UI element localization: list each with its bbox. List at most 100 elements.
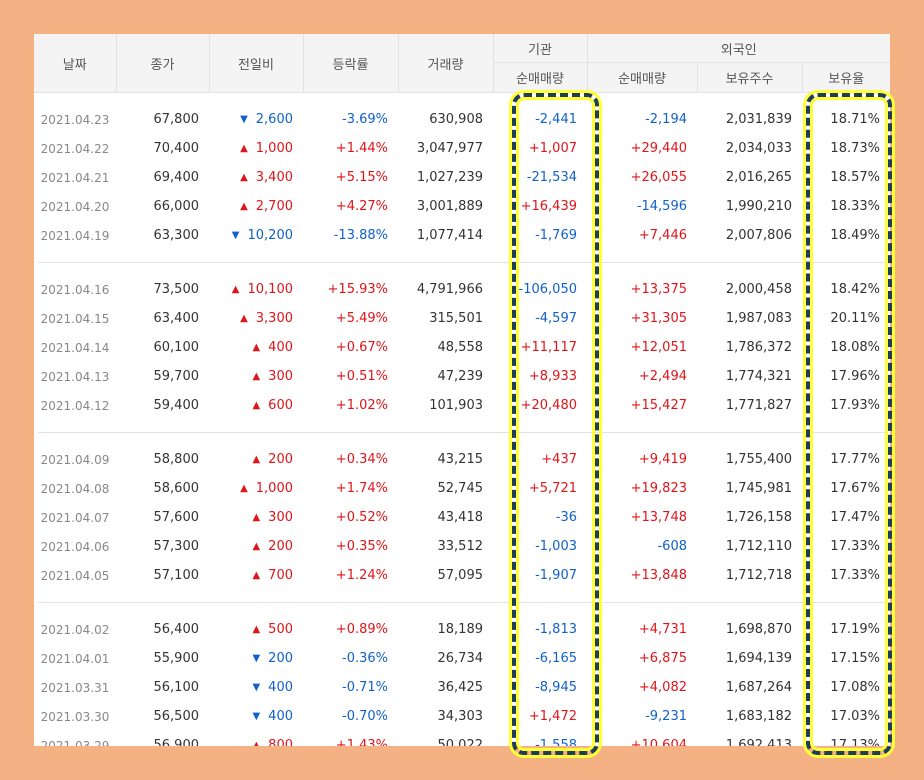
- rate-cell-value: +0.52%: [335, 510, 388, 525]
- date-cell-value: 2021.04.12: [40, 398, 110, 413]
- volume-cell-value: 3,047,977: [416, 141, 483, 156]
- header-change[interactable]: 전일비: [208, 34, 303, 93]
- foreign-net-cell-value: +12,051: [630, 340, 687, 355]
- foreign-shares-cell: 2,031,839: [697, 105, 802, 134]
- rate-cell-value: +5.49%: [335, 311, 388, 326]
- foreign-ratio-cell: 17.15%: [802, 644, 890, 673]
- date-cell-value: 2021.04.22: [40, 141, 110, 156]
- header-date[interactable]: 날짜: [34, 34, 116, 93]
- volume-cell: 101,903: [398, 391, 493, 420]
- spacer-cell: [34, 590, 890, 602]
- header-foreign-net[interactable]: 순매매량: [586, 62, 697, 93]
- header-close[interactable]: 종가: [115, 34, 209, 93]
- divider-line: [38, 432, 886, 433]
- volume-cell-value: 33,512: [437, 539, 484, 554]
- institution-net-cell-value: -106,050: [518, 282, 577, 297]
- group-spacer: [34, 250, 890, 262]
- foreign-net-cell-value: +13,375: [630, 282, 687, 297]
- foreign-net-cell: -2,194: [587, 105, 697, 134]
- investor-trading-table: 날짜 종가 전일비 등락률 거래량 기관 외국인 순매매량 순매매량 보유주수 …: [34, 34, 890, 746]
- volume-cell-value: 47,239: [437, 369, 484, 384]
- table-row: 2021.04.22 70,400 ▲ 1,000 +1.44% 3,047,977 +1,…: [34, 134, 890, 163]
- close-cell-value: 66,000: [153, 199, 200, 214]
- rate-cell: +0.89%: [303, 615, 398, 644]
- date-cell-value: 2021.04.14: [40, 340, 110, 355]
- change-cell-value: 2,700: [255, 199, 293, 214]
- date-cell-value: 2021.04.05: [40, 568, 110, 583]
- foreign-ratio-cell: 17.33%: [802, 561, 890, 590]
- foreign-net-cell: +10,604: [587, 731, 697, 746]
- institution-net-cell-value: +1,472: [528, 709, 577, 724]
- header-foreign-shares[interactable]: 보유주수: [696, 62, 802, 93]
- date-cell: 2021.04.06: [34, 532, 116, 561]
- foreign-net-cell: -608: [587, 532, 697, 561]
- foreign-net-cell: +15,427: [587, 391, 697, 420]
- stock-trading-panel: 날짜 종가 전일비 등락률 거래량 기관 외국인 순매매량 순매매량 보유주수 …: [34, 34, 890, 746]
- foreign-ratio-cell-value: 18.73%: [830, 141, 880, 156]
- table-row: 2021.03.29 56,900 ▲ 800 +1.43% 50,022 -1,558 +1…: [34, 731, 890, 746]
- close-cell-value: 67,800: [153, 112, 200, 127]
- group-spacer: [34, 420, 890, 432]
- change-cell: ▲ 2,700: [209, 192, 303, 221]
- foreign-ratio-cell: 20.11%: [802, 304, 890, 333]
- foreign-ratio-cell: 17.13%: [802, 731, 890, 746]
- foreign-net-cell-value: +31,305: [630, 311, 687, 326]
- volume-cell-value: 4,791,966: [416, 282, 483, 297]
- foreign-net-cell: -9,231: [587, 702, 697, 731]
- date-cell: 2021.04.15: [34, 304, 116, 333]
- header-foreign-ratio[interactable]: 보유율: [801, 62, 890, 93]
- header-rate[interactable]: 등락률: [302, 34, 398, 93]
- change-cell: ▲ 500: [209, 615, 303, 644]
- down-triangle-icon: ▼: [231, 230, 240, 241]
- institution-net-cell-value: +20,480: [520, 398, 577, 413]
- change-cell: ▼ 10,200: [209, 221, 303, 250]
- group-divider: [34, 262, 890, 263]
- date-cell: 2021.04.12: [34, 391, 116, 420]
- header-institution-net[interactable]: 순매매량: [492, 62, 587, 93]
- foreign-ratio-cell-value: 17.19%: [830, 622, 880, 637]
- rate-cell: +15.93%: [303, 275, 398, 304]
- foreign-net-cell-value: -9,231: [645, 709, 687, 724]
- date-cell-value: 2021.03.31: [40, 680, 110, 695]
- change-cell-value: 700: [268, 568, 293, 583]
- table-row: 2021.04.09 58,800 ▲ 200 +0.34% 43,215 +437 +9,4…: [34, 445, 890, 474]
- foreign-ratio-cell-value: 18.08%: [830, 340, 880, 355]
- header-volume[interactable]: 거래량: [397, 34, 493, 93]
- rate-cell-value: -0.71%: [342, 680, 388, 695]
- change-cell: ▲ 300: [209, 503, 303, 532]
- foreign-shares-cell: 1,745,981: [697, 474, 802, 503]
- foreign-shares-cell: 2,034,033: [697, 134, 802, 163]
- foreign-ratio-cell: 18.33%: [802, 192, 890, 221]
- foreign-ratio-cell-value: 18.71%: [830, 112, 880, 127]
- group-divider: [34, 602, 890, 603]
- change-cell-value: 400: [268, 340, 293, 355]
- close-cell-value: 58,800: [153, 452, 200, 467]
- close-cell-value: 59,400: [153, 398, 200, 413]
- institution-net-cell: +1,007: [493, 134, 587, 163]
- volume-cell: 4,791,966: [398, 275, 493, 304]
- foreign-net-cell: +19,823: [587, 474, 697, 503]
- close-cell-value: 63,300: [153, 228, 200, 243]
- rate-cell-value: +1.43%: [335, 738, 388, 746]
- close-cell-value: 70,400: [153, 141, 200, 156]
- foreign-ratio-cell-value: 17.03%: [830, 709, 880, 724]
- up-triangle-icon: ▲: [240, 313, 248, 324]
- date-cell-value: 2021.04.06: [40, 539, 110, 554]
- foreign-net-cell-value: +13,848: [630, 568, 687, 583]
- institution-net-cell-value: -6,165: [535, 651, 577, 666]
- rate-cell-value: +0.35%: [335, 539, 388, 554]
- date-cell-value: 2021.04.01: [40, 651, 110, 666]
- institution-net-cell: -8,945: [493, 673, 587, 702]
- close-cell-value: 59,700: [153, 369, 200, 384]
- foreign-net-cell-value: +26,055: [630, 170, 687, 185]
- up-triangle-icon: ▲: [240, 172, 248, 183]
- rate-cell: +0.52%: [303, 503, 398, 532]
- rate-cell: +0.67%: [303, 333, 398, 362]
- institution-net-cell-value: +16,439: [520, 199, 577, 214]
- volume-cell: 26,734: [398, 644, 493, 673]
- down-triangle-icon: ▼: [252, 711, 261, 722]
- foreign-shares-cell-value: 1,692,413: [725, 738, 792, 746]
- date-cell-value: 2021.04.19: [40, 228, 110, 243]
- table-row: 2021.04.16 73,500 ▲ 10,100 +15.93% 4,791,966 -…: [34, 275, 890, 304]
- date-cell-value: 2021.03.29: [40, 738, 110, 747]
